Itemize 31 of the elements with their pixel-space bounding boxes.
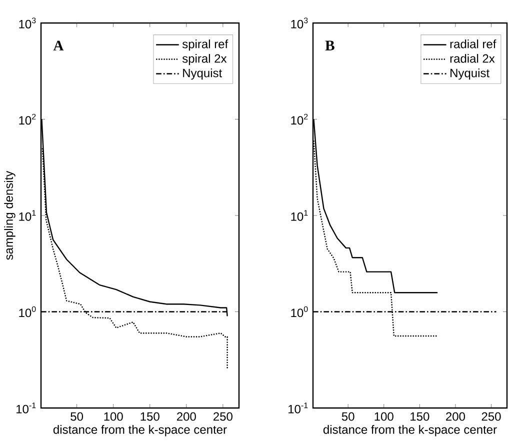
- y-tick-label: 10$^{-1}$: [16, 402, 36, 414]
- x-tick-label: 50: [342, 412, 354, 421]
- legend-label: radial ref: [450, 39, 496, 48]
- x-axis-title: distance from the k-space center: [53, 425, 227, 436]
- x-tick-label: 250: [482, 412, 501, 421]
- y-tick-label: 10$^{3}$: [19, 18, 36, 28]
- annotation: A: [53, 40, 64, 50]
- y-tick-label: 10$^{3}$: [291, 18, 308, 28]
- x-tick-label: 250: [214, 412, 232, 421]
- x-tick-label: 200: [446, 412, 465, 421]
- x-tick-label: 100: [374, 412, 394, 421]
- legend-label: Nyquist: [450, 68, 490, 80]
- x-tick-label: 150: [140, 412, 160, 421]
- y-tick-label: 10$^{1}$: [291, 210, 308, 221]
- x-axis-title: distance from the k-space center: [323, 425, 497, 436]
- y-tick-label: 10$^{-1}$: [288, 402, 308, 414]
- legend-label: Nyquist: [183, 68, 222, 80]
- x-tick-label: 200: [176, 412, 196, 421]
- y-tick-label: 10$^{2}$: [291, 114, 308, 125]
- y-axis-title: sampling density: [4, 170, 16, 260]
- y-tick-label: 10$^{0}$: [19, 306, 36, 318]
- y-tick-label: 10$^{1}$: [19, 210, 36, 221]
- x-tick-label: 50: [70, 412, 84, 421]
- y-tick-label: 10$^{0}$: [291, 306, 308, 318]
- y-tick-label: 10$^{2}$: [19, 114, 36, 125]
- legend-label: spiral ref: [182, 39, 228, 51]
- legend-label: radial 2x: [450, 54, 495, 63]
- annotation: B: [325, 40, 334, 50]
- x-tick-label: 150: [410, 412, 430, 421]
- x-tick-label: 100: [104, 412, 123, 421]
- legend-label: spiral 2x: [182, 54, 227, 66]
